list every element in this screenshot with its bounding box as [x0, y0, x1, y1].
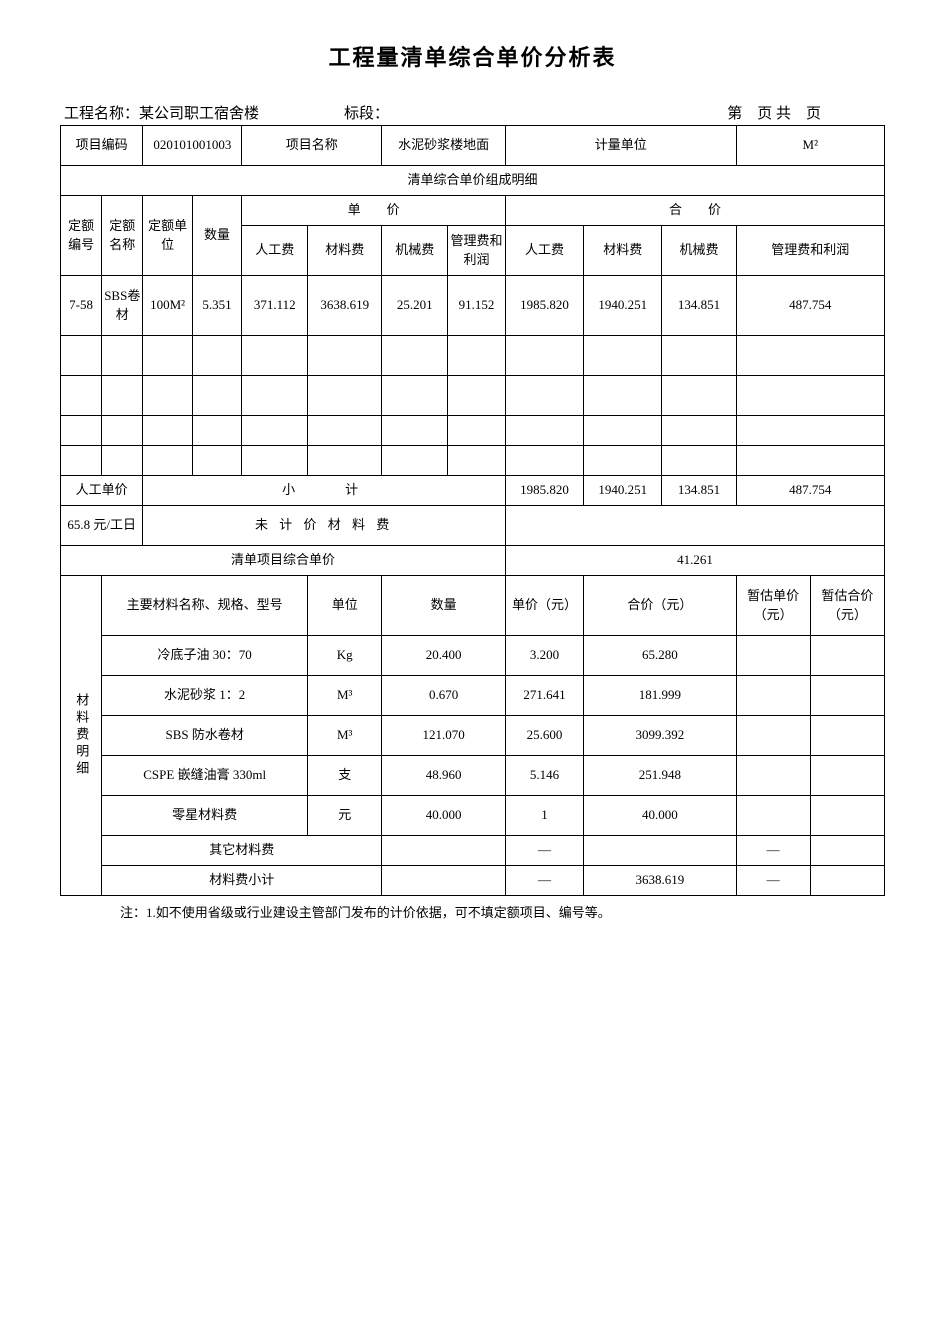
mat-unit-0: Kg — [308, 636, 382, 676]
col-tp-mgmt: 管理费和利润 — [736, 226, 884, 276]
mat-name-2: SBS 防水卷材 — [102, 716, 308, 756]
st-labor: 1985.820 — [505, 476, 583, 506]
mat-qty-0: 20.400 — [382, 636, 506, 676]
mat-subtotal-value: 3638.619 — [584, 866, 736, 896]
mat-tp-0: 65.280 — [584, 636, 736, 676]
mat-detail-label: 材料费明细 — [61, 576, 102, 896]
mat-subtotal-label: 材料费小计 — [102, 866, 382, 896]
mat-hdr-unit: 单位 — [308, 576, 382, 636]
mat-other-label: 其它材料费 — [102, 836, 382, 866]
subtotal-label: 小 计 — [143, 476, 506, 506]
cell-tp-labor: 1985.820 — [505, 276, 583, 336]
unpriced-value — [505, 506, 884, 546]
mat-up-0: 3.200 — [505, 636, 583, 676]
mat-hdr-est-tp: 暂估合价（元） — [810, 576, 884, 636]
mat-hdr-name: 主要材料名称、规格、型号 — [102, 576, 308, 636]
st-mgmt: 487.754 — [736, 476, 884, 506]
mat-name-4: 零星材料费 — [102, 796, 308, 836]
col-unit-price: 单 价 — [242, 196, 506, 226]
project-name: 工程名称：某公司职工宿舍楼 — [64, 102, 344, 123]
mat-hdr-up: 单价（元） — [505, 576, 583, 636]
mat-qty-4: 40.000 — [382, 796, 506, 836]
col-quota-no: 定额编号 — [61, 196, 102, 276]
cell-up-material: 3638.619 — [308, 276, 382, 336]
info-line: 工程名称：某公司职工宿舍楼 标段： 第 页 共 页 — [60, 102, 885, 123]
code-label: 项目编码 — [61, 126, 143, 166]
col-tp-machine: 机械费 — [662, 226, 736, 276]
col-qty: 数量 — [192, 196, 241, 276]
cell-tp-mgmt: 487.754 — [736, 276, 884, 336]
cell-no: 7-58 — [61, 276, 102, 336]
unit-label: 计量单位 — [505, 126, 736, 166]
unit-value: M² — [736, 126, 884, 166]
st-material: 1940.251 — [584, 476, 662, 506]
main-table: 项目编码 020101001003 项目名称 水泥砂浆楼地面 计量单位 M² 清… — [60, 125, 885, 896]
name-value: 水泥砂浆楼地面 — [382, 126, 506, 166]
mat-unit-1: M³ — [308, 676, 382, 716]
col-total-price: 合 价 — [505, 196, 884, 226]
dash-1: — — [505, 836, 583, 866]
mat-qty-2: 121.070 — [382, 716, 506, 756]
document-title: 工程量清单综合单价分析表 — [60, 40, 885, 72]
col-up-machine: 机械费 — [382, 226, 448, 276]
mat-qty-3: 48.960 — [382, 756, 506, 796]
cell-qty: 5.351 — [192, 276, 241, 336]
mat-tp-1: 181.999 — [584, 676, 736, 716]
cell-up-labor: 371.112 — [242, 276, 308, 336]
mat-qty-1: 0.670 — [382, 676, 506, 716]
mat-unit-2: M³ — [308, 716, 382, 756]
cell-up-machine: 25.201 — [382, 276, 448, 336]
mat-hdr-qty: 数量 — [382, 576, 506, 636]
dash-2: — — [736, 836, 810, 866]
dash-3: — — [505, 866, 583, 896]
list-unit-value: 41.261 — [505, 546, 884, 576]
labor-unit-value: 65.8 元/工日 — [61, 506, 143, 546]
mat-up-1: 271.641 — [505, 676, 583, 716]
col-up-material: 材料费 — [308, 226, 382, 276]
cell-tp-material: 1940.251 — [584, 276, 662, 336]
col-up-labor: 人工费 — [242, 226, 308, 276]
mat-unit-3: 支 — [308, 756, 382, 796]
mat-up-3: 5.146 — [505, 756, 583, 796]
mat-name-1: 水泥砂浆 1：2 — [102, 676, 308, 716]
name-label: 项目名称 — [242, 126, 382, 166]
mat-hdr-tp: 合价（元） — [584, 576, 736, 636]
unpriced-label: 未 计 价 材 料 费 — [143, 506, 506, 546]
cell-tp-machine: 134.851 — [662, 276, 736, 336]
cell-name: SBS卷材 — [102, 276, 143, 336]
mat-name-3: CSPE 嵌缝油膏 330ml — [102, 756, 308, 796]
code-value: 020101001003 — [143, 126, 242, 166]
mat-tp-4: 40.000 — [584, 796, 736, 836]
cell-up-mgmt: 91.152 — [448, 276, 506, 336]
labor-unit-label: 人工单价 — [61, 476, 143, 506]
section-title: 清单综合单价组成明细 — [61, 166, 885, 196]
cell-unit: 100M² — [143, 276, 192, 336]
mat-tp-3: 251.948 — [584, 756, 736, 796]
mat-unit-4: 元 — [308, 796, 382, 836]
mat-up-2: 25.600 — [505, 716, 583, 756]
dash-4: — — [736, 866, 810, 896]
col-tp-labor: 人工费 — [505, 226, 583, 276]
col-tp-material: 材料费 — [584, 226, 662, 276]
col-up-mgmt: 管理费和利润 — [448, 226, 506, 276]
col-quota-unit: 定额单位 — [143, 196, 192, 276]
page-label: 第 页 共 页 — [594, 102, 881, 123]
mat-hdr-est-up: 暂估单价（元） — [736, 576, 810, 636]
mat-tp-2: 3099.392 — [584, 716, 736, 756]
mat-name-0: 冷底子油 30：70 — [102, 636, 308, 676]
section-label: 标段： — [344, 102, 594, 123]
mat-up-4: 1 — [505, 796, 583, 836]
footnote: 注：1.如不使用省级或行业建设主管部门发布的计价依据，可不填定额项目、编号等。 — [60, 896, 885, 921]
list-unit-label: 清单项目综合单价 — [61, 546, 506, 576]
col-quota-name: 定额名称 — [102, 196, 143, 276]
st-machine: 134.851 — [662, 476, 736, 506]
